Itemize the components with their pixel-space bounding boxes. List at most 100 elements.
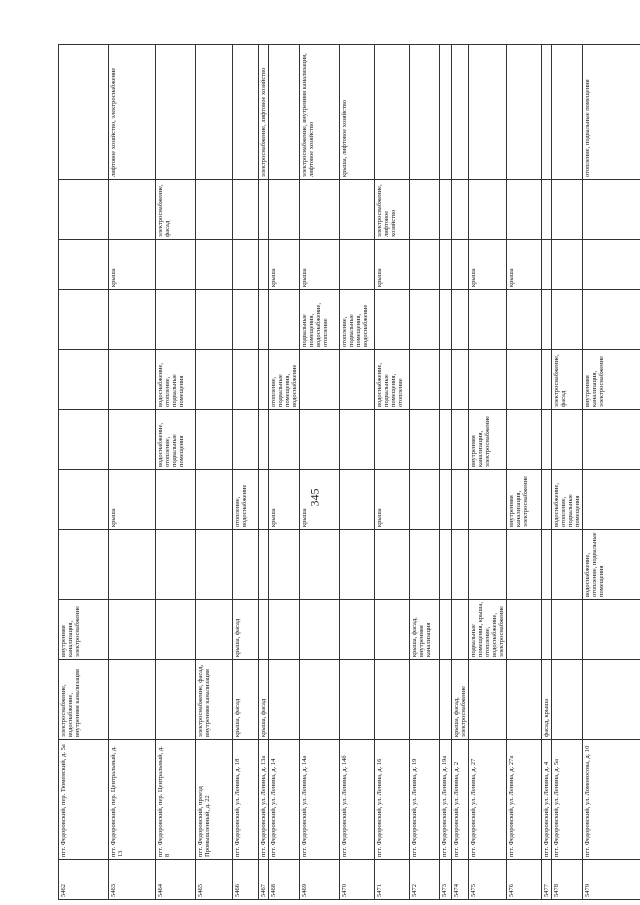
table-row: 5463 пгт. Федоровский, пер. Центральный, … [108, 44, 156, 900]
table-cell [268, 599, 300, 660]
table-cell [582, 289, 640, 350]
table-cell [551, 239, 583, 290]
table-cell: крыша, лифтовое хозяйство [339, 44, 375, 180]
table-row: 5478 пгт. Федоровский, ул. Ленина, д. 5а в… [551, 44, 583, 900]
table-cell: 5475 [468, 859, 507, 900]
table-cell: электроснабжение, внутренняя канализация… [299, 44, 340, 180]
table-cell [409, 469, 440, 530]
table-cell: внутренняя канализация, электроснабжение [58, 599, 109, 660]
table-cell [439, 529, 452, 600]
table-cell: крыша, фасад, внутренняя канализация [409, 599, 440, 660]
table-cell [155, 289, 196, 350]
table-cell [299, 179, 340, 240]
table-cell: крыша, фасад [232, 599, 259, 660]
table-cell [439, 659, 452, 740]
table-cell [374, 659, 410, 740]
table-cell: отопление, подвальные помещения [582, 44, 640, 180]
table-cell: пгт. Федоровский, ул. Ленина, д. 2 [451, 739, 469, 860]
table-cell [339, 349, 375, 410]
table-cell [108, 409, 156, 470]
table-cell [451, 529, 469, 600]
table-cell [439, 289, 452, 350]
table-cell: внутренняя канализация, электроснабжение [506, 469, 542, 530]
table-cell [195, 409, 233, 470]
table-cell: водоснабжение, отопление, подвальные пом… [155, 409, 196, 470]
table-cell [451, 599, 469, 660]
table-cell [506, 409, 542, 470]
table-cell: пгт. Федоровский, ул. Ленина, д. 19 [409, 739, 440, 860]
table-cell [541, 289, 552, 350]
table-cell: крыша, фасад [258, 659, 269, 740]
table-cell [409, 659, 440, 740]
table-cell [582, 409, 640, 470]
table-cell: пгт. Федоровский, ул. Ленина, д. 14а [299, 739, 340, 860]
table-cell [551, 599, 583, 660]
table-cell [108, 349, 156, 410]
table-cell: 5465 [195, 859, 233, 900]
table-cell [409, 349, 440, 410]
table-cell [551, 659, 583, 740]
table-cell: крыша [506, 239, 542, 290]
table-cell [409, 179, 440, 240]
table-cell: 5470 [339, 859, 375, 900]
table-cell: крыша [268, 239, 300, 290]
table-cell [468, 659, 507, 740]
table-cell [268, 409, 300, 470]
table-cell [195, 349, 233, 410]
table-cell [409, 239, 440, 290]
table-cell: подвальные помещения, крыша, отопление, … [468, 599, 507, 660]
table-cell [374, 409, 410, 470]
table-cell [551, 409, 583, 470]
table-cell [58, 44, 109, 180]
table-cell [451, 239, 469, 290]
table-cell [339, 409, 375, 470]
table-cell [108, 529, 156, 600]
table-cell: пгт. Федоровский, ул. Ленина, д. 18 [232, 739, 259, 860]
table-cell: лифтовое хозяйство, электроснабжение [108, 44, 156, 180]
table-cell [374, 529, 410, 600]
table-cell [268, 529, 300, 600]
table-cell [339, 529, 375, 600]
table-cell [439, 179, 452, 240]
table-cell [451, 44, 469, 180]
table-cell [468, 179, 507, 240]
table-cell [551, 179, 583, 240]
table-cell: пгт. Федоровский, ул. Ленина, д. 4 [541, 739, 552, 860]
table-cell [409, 289, 440, 350]
table-row: 5466 пгт. Федоровский, ул. Ленина, д. 18 к… [232, 44, 259, 900]
table-cell [551, 44, 583, 180]
table-cell [468, 469, 507, 530]
table-cell [439, 469, 452, 530]
table-cell [468, 349, 507, 410]
table-cell [582, 599, 640, 660]
table-cell: 5479 [582, 859, 640, 900]
table-cell: 5468 [268, 859, 300, 900]
table-cell [195, 44, 233, 180]
table-cell: крыша [374, 469, 410, 530]
table-row: 5479 пгт. Федоровский, ул. Ломоносова, д.… [582, 44, 640, 900]
table-cell [232, 289, 259, 350]
table-cell: 5478 [551, 859, 583, 900]
table-cell [541, 469, 552, 530]
table-cell [541, 349, 552, 410]
table-cell: пгт. Федоровский, ул. Ленина, д. 5а [551, 739, 583, 860]
table-row: 5468 пгт. Федоровский, ул. Ленина, д. 14 к… [268, 44, 300, 900]
table-cell: электроснабжение, лифтовое хозяйство [258, 44, 269, 180]
table-cell [155, 239, 196, 290]
table-cell [541, 599, 552, 660]
table-cell: крыша [108, 469, 156, 530]
table-row: 5467 пгт. Федоровский, ул. Ленина, д. 13а… [258, 44, 269, 900]
table-row: 5464 пгт. Федоровский, пер. Центральный, … [155, 44, 196, 900]
table-cell [439, 409, 452, 470]
table-row: 5476 пгт. Федоровский, ул. Ленина, д. 27а… [506, 44, 542, 900]
table-cell [339, 179, 375, 240]
table-cell [258, 409, 269, 470]
table-cell [232, 409, 259, 470]
table-row: 5465 пгт. Федоровский, проезд Промышленны… [195, 44, 233, 900]
table-row: 5462 пгт. Федоровский, пер. Тюменский, д.… [58, 44, 109, 900]
table-cell: 5477 [541, 859, 552, 900]
table-cell: внутренняя канализация, электроснабжение [468, 409, 507, 470]
table-cell: водоснабжение, отопление, подвальные пом… [155, 349, 196, 410]
table-cell: крыша [299, 239, 340, 290]
